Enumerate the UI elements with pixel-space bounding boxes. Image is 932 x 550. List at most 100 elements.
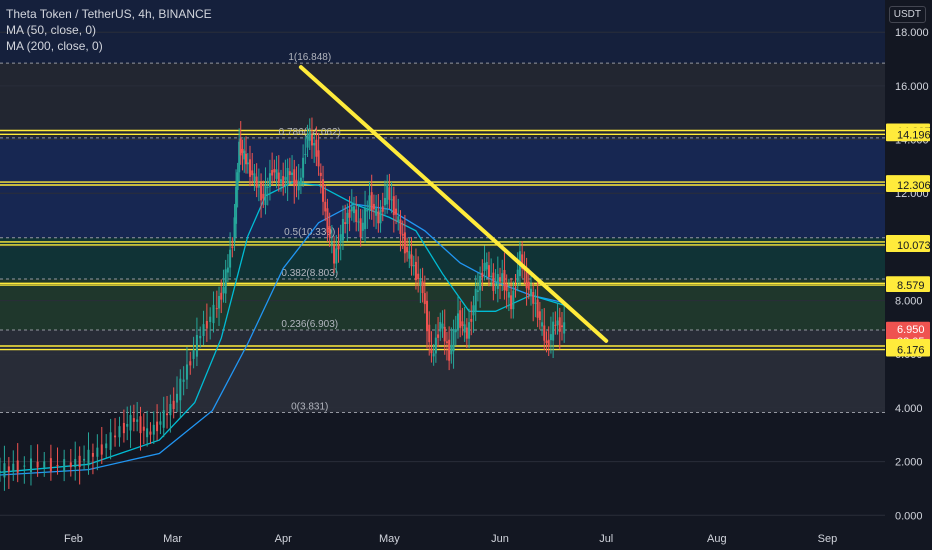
candle-body	[386, 184, 389, 205]
candle-body	[485, 261, 488, 270]
price-tag: 8.579	[886, 278, 930, 293]
x-tick-label: Sep	[818, 533, 838, 545]
x-tick-label: Feb	[64, 533, 83, 545]
candle-body	[264, 184, 267, 206]
candle-body	[514, 287, 517, 289]
candle-body	[505, 283, 508, 292]
candle-body	[361, 222, 364, 231]
candle-body	[434, 337, 437, 354]
candle-body	[339, 234, 342, 243]
candle-body	[222, 287, 225, 294]
candle-body	[443, 326, 446, 342]
candle-body	[229, 249, 232, 268]
candle-body	[552, 321, 555, 341]
chart-legend: Theta Token / TetherUS, 4h, BINANCE MA (…	[6, 6, 212, 54]
y-tick-label: 4.000	[895, 403, 923, 415]
candle-body	[468, 322, 471, 339]
currency-badge[interactable]: USDT	[888, 6, 926, 23]
fib-band	[0, 63, 885, 138]
candle-body	[279, 179, 282, 183]
candle-body	[430, 348, 433, 354]
candle-body	[172, 400, 175, 409]
candle-body	[441, 323, 444, 329]
candle-body	[483, 263, 486, 272]
candle-body	[49, 458, 52, 472]
candle-body	[192, 350, 195, 359]
candle-body	[299, 177, 302, 185]
candle-body	[132, 418, 135, 422]
candle-body	[481, 272, 484, 278]
candle-body	[105, 443, 108, 449]
candle-body	[423, 293, 426, 305]
candle-body	[399, 219, 402, 235]
candle-body	[262, 193, 265, 199]
candle-body	[118, 426, 121, 438]
candle-body	[146, 428, 149, 438]
candle-body	[156, 421, 159, 432]
price-tag-text: 14.196	[897, 129, 931, 141]
candle-body	[452, 329, 455, 352]
candle-body	[129, 414, 132, 431]
candle-body	[355, 209, 358, 222]
candle-body	[169, 404, 172, 416]
candle-body	[426, 300, 429, 332]
price-tag-text: 12.306	[897, 180, 931, 192]
candle-body	[182, 379, 185, 382]
candle-body	[122, 422, 125, 434]
candle-body	[456, 313, 459, 330]
candle-body	[255, 176, 258, 188]
fib-level-label: 0(3.831)	[291, 401, 328, 412]
candle-body	[249, 159, 252, 177]
candle-body	[29, 458, 32, 473]
candle-body	[530, 288, 532, 297]
candle-body	[556, 320, 559, 326]
candle-body	[253, 173, 256, 182]
candle-body	[271, 170, 274, 176]
candle-body	[205, 320, 208, 329]
candle-body	[357, 221, 360, 223]
candle-body	[308, 131, 311, 141]
candle-body	[260, 182, 263, 201]
candle-body	[421, 281, 424, 294]
candle-body	[297, 181, 300, 191]
candle-body	[397, 216, 400, 222]
candle-body	[432, 353, 435, 357]
candle-body	[243, 150, 246, 160]
y-tick-label: 8.000	[895, 296, 923, 308]
candle-body	[545, 340, 548, 343]
candle-body	[149, 431, 152, 435]
fib-level-label: 0.5(10.339)	[284, 227, 335, 238]
candle-body	[465, 327, 468, 339]
candle-body	[372, 203, 375, 210]
price-tag-text: 6.950	[897, 324, 925, 336]
price-tag-bg	[886, 342, 930, 357]
candle-body	[538, 311, 541, 321]
price-tag-bg	[886, 237, 930, 252]
candle-body	[487, 265, 490, 277]
candle-body	[83, 458, 86, 461]
candle-body	[241, 148, 244, 153]
candle-body	[284, 177, 287, 180]
candle-body	[406, 246, 409, 253]
candle-body	[549, 334, 552, 341]
candle-body	[322, 179, 325, 202]
candle-body	[43, 461, 46, 468]
candle-body	[304, 154, 307, 156]
candle-body	[479, 275, 482, 291]
candle-body	[390, 199, 393, 201]
price-tag-bg	[886, 127, 930, 142]
candle-body	[245, 153, 248, 165]
candle-body	[364, 208, 367, 230]
fib-level-label: 0.236(6.903)	[281, 319, 338, 330]
candle-body	[401, 234, 404, 236]
candle-body	[503, 269, 506, 291]
price-tag-text: 8.579	[897, 280, 925, 292]
candle-body	[162, 410, 165, 428]
candle-body	[346, 212, 349, 224]
candle-body	[470, 318, 473, 322]
trendline	[298, 65, 609, 343]
candle-body	[56, 464, 59, 466]
candle-body	[344, 222, 347, 224]
fib-bands	[0, 0, 885, 413]
